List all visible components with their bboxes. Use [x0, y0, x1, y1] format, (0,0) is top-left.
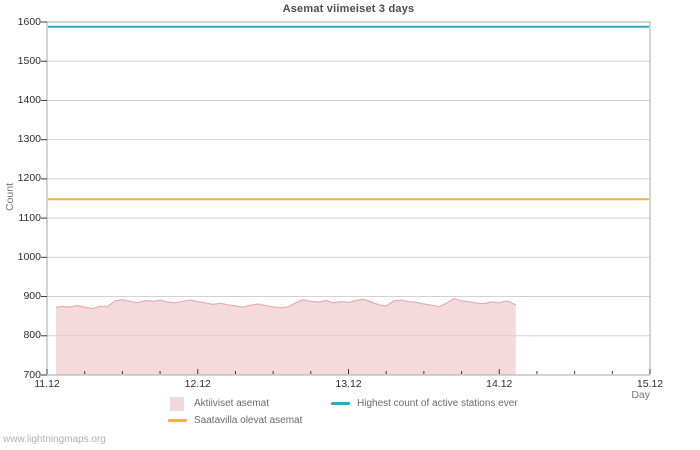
x-axis-title: Day — [631, 389, 650, 401]
y-tick-label: 1100 — [18, 211, 41, 224]
y-tick-label: 800 — [23, 329, 41, 342]
y-tick-label: 1300 — [17, 133, 41, 146]
legend-label: Saatavilla olevat asemat — [194, 415, 303, 426]
active-stations-area — [56, 298, 516, 375]
x-tick-label: 13.12 — [335, 378, 362, 390]
y-tick-label: 1000 — [17, 250, 41, 263]
active-stations-area-edge — [55, 297, 517, 310]
plot-border — [46, 21, 651, 376]
chart-title: Asemat viimeiset 3 days — [282, 3, 415, 15]
legend-label: Aktiiviset asemat — [194, 398, 270, 409]
x-tick-label: 15.12 — [636, 378, 664, 390]
area-swatch-icon — [170, 396, 184, 411]
legend-item-available-stations: Saatavilla olevat asemat — [168, 413, 302, 428]
y-tick-label: 1400 — [17, 93, 41, 106]
y-tick-label: 900 — [23, 290, 41, 303]
x-tick-label: 12.12 — [184, 378, 211, 390]
legend-item-active-stations: Aktiiviset asemat — [170, 396, 269, 411]
watermark: www.lightningmaps.org — [3, 434, 106, 445]
line-swatch-icon — [331, 402, 350, 405]
legend-label: Highest count of active stations ever — [357, 398, 518, 409]
y-tick-label: 1200 — [17, 172, 41, 185]
x-tick-label: 14.12 — [486, 378, 513, 390]
y-tick-label: 1500 — [17, 54, 41, 67]
y-tick-label: 1600 — [17, 15, 41, 28]
x-tick-label: 11.12 — [34, 378, 60, 390]
legend-item-highest-count: Highest count of active stations ever — [331, 396, 518, 411]
line-swatch-icon — [168, 419, 187, 422]
y-tick-label: 700 — [23, 368, 41, 381]
